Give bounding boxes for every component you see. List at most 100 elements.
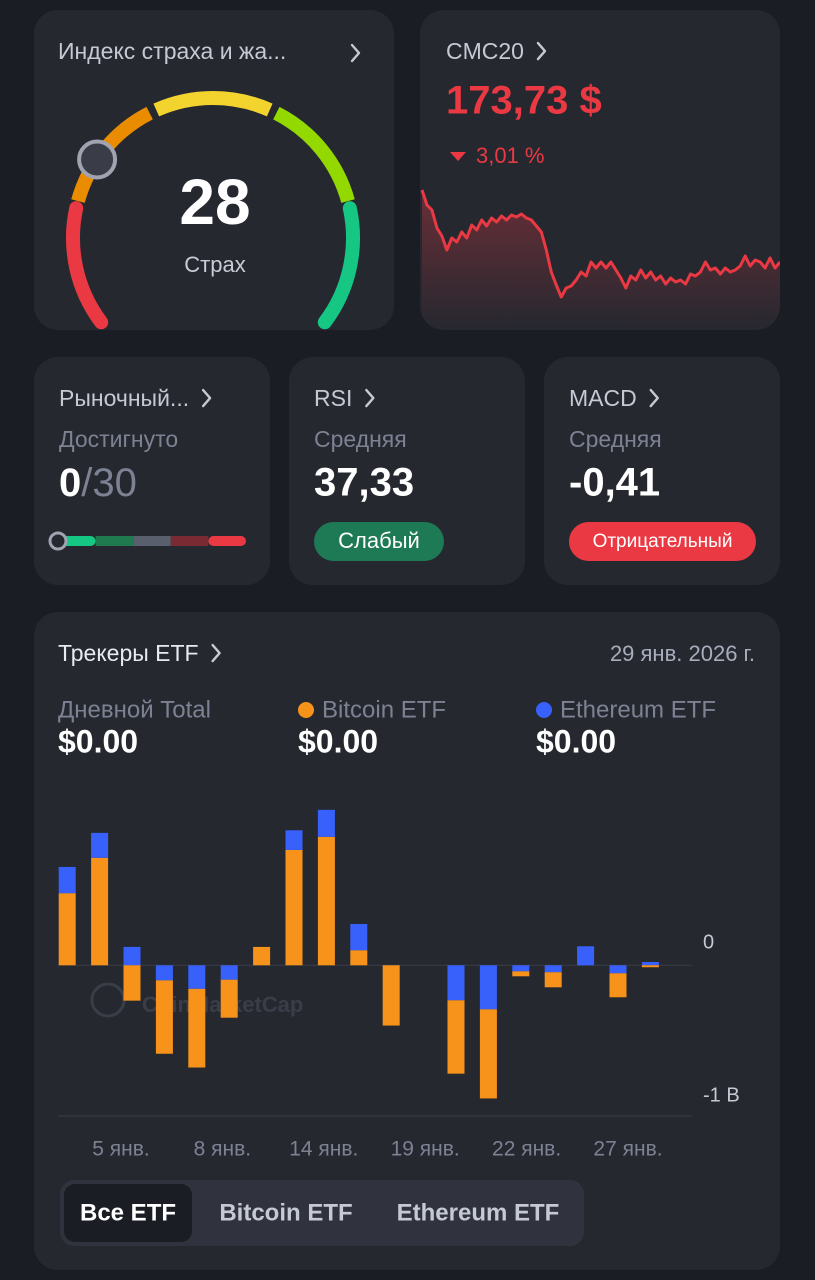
bar-segment	[609, 965, 627, 974]
gauge-value: 28	[179, 166, 250, 238]
bar-segment	[91, 857, 109, 966]
y-tick-label: -1 B	[703, 1085, 740, 1107]
progress-segment	[58, 536, 96, 546]
date: 29 янв. 2026 г.	[610, 641, 755, 666]
badge	[569, 522, 756, 561]
progress-pointer	[48, 531, 68, 551]
cycle-card[interactable]	[34, 357, 270, 585]
stat-label: Дневной Total	[58, 696, 211, 723]
bar-segment	[447, 965, 465, 1001]
legend-dot	[298, 702, 314, 718]
card-title: Трекеры ETF	[58, 640, 199, 666]
tab[interactable]: Ethereum ETF	[397, 1199, 560, 1226]
tab[interactable]: Все ETF	[80, 1199, 176, 1226]
progress-segment	[95, 536, 134, 546]
bar-segment	[479, 1009, 497, 1099]
bar-segment	[577, 946, 595, 966]
chevron-icon	[536, 41, 547, 61]
tab-selected-bg	[64, 1184, 192, 1242]
bar-segment	[350, 923, 368, 951]
bar-segment	[188, 988, 206, 1068]
sparkline-group	[420, 189, 780, 330]
progress-segment	[208, 536, 246, 546]
bar-segment	[285, 849, 303, 966]
bar-segment	[447, 1000, 465, 1074]
bar-segment	[350, 950, 368, 966]
bar-segment	[285, 830, 303, 850]
indicator-value: -0,41	[569, 461, 660, 505]
card-subtitle: Достигнуто	[59, 426, 178, 452]
bar-segment	[382, 965, 400, 1026]
bar-segment	[155, 980, 173, 1054]
legend-label: Bitcoin ETF	[322, 696, 446, 723]
x-tick-label: 27 янв.	[593, 1138, 662, 1161]
x-tick-label: 5 янв.	[92, 1138, 149, 1161]
progress-text: 0/30	[59, 461, 137, 505]
separator: /	[81, 461, 93, 505]
bar-segment	[641, 965, 659, 968]
gauge-segment	[273, 106, 355, 204]
chevron-icon	[211, 643, 221, 663]
bar-segment	[641, 962, 659, 966]
x-tick-label: 19 янв.	[391, 1138, 460, 1161]
price-change: 3,01 %	[476, 143, 545, 168]
chevron-icon	[649, 388, 659, 408]
tab[interactable]: Bitcoin ETF	[219, 1199, 352, 1226]
legend-label: Ethereum ETF	[560, 696, 716, 723]
legend-dot	[536, 702, 552, 718]
bar-segment	[58, 866, 76, 894]
card-title: CMC20	[446, 38, 524, 64]
bar-segment	[123, 965, 141, 1001]
gauge-label: Страх	[184, 252, 245, 277]
bar-segment	[220, 979, 238, 1018]
bar-segment	[155, 965, 173, 981]
card-title: RSI	[314, 385, 352, 411]
bar-segment	[512, 965, 530, 972]
y-tick-label: 0	[703, 932, 714, 954]
badge	[314, 522, 444, 561]
bar-segment	[91, 832, 109, 858]
gauge-segment	[153, 91, 273, 117]
stat-value: $0.00	[298, 723, 378, 759]
card-subtitle: Средняя	[569, 426, 662, 452]
x-tick-label: 22 янв.	[492, 1138, 561, 1161]
bar-segment	[544, 965, 562, 973]
gauge-segment	[317, 201, 360, 330]
card-title: MACD	[569, 385, 637, 411]
badge-text: Слабый	[338, 528, 420, 553]
card-subtitle: Средняя	[314, 426, 407, 452]
chevron-icon	[365, 388, 375, 408]
x-tick-label: 14 янв.	[289, 1138, 358, 1161]
bar-segment	[479, 965, 497, 1010]
bar-segment	[123, 946, 141, 966]
bar-segment	[544, 972, 562, 988]
down-arrow-icon	[450, 152, 466, 161]
indicator-value: 37,33	[314, 461, 414, 505]
bar-segment	[253, 946, 271, 966]
sparkline-area	[422, 190, 780, 330]
stat-value: $0.00	[58, 723, 138, 759]
fear-card[interactable]	[34, 10, 394, 330]
gauge-pointer	[77, 139, 118, 180]
bar-segment	[220, 965, 238, 980]
achieved: 0	[59, 461, 81, 505]
chevron-icon	[201, 388, 212, 408]
progress-segment	[133, 536, 171, 546]
bar-segment	[317, 809, 335, 837]
price: 173,73 $	[446, 79, 602, 123]
x-tick-label: 8 янв.	[194, 1138, 251, 1161]
total: 30	[92, 461, 137, 505]
bar-segment	[188, 965, 206, 989]
card-title: Рыночный...	[59, 385, 189, 411]
bar-segment	[58, 893, 76, 966]
bar-segment	[317, 836, 335, 966]
badge-text: Отрицательный	[593, 531, 733, 552]
stat-value: $0.00	[536, 723, 616, 759]
bar-segment	[512, 971, 530, 977]
bar-segment	[609, 973, 627, 998]
card-title: Индекс страха и жа...	[58, 38, 286, 64]
watermark-icon	[90, 982, 126, 1018]
gauge-segment	[66, 201, 109, 330]
